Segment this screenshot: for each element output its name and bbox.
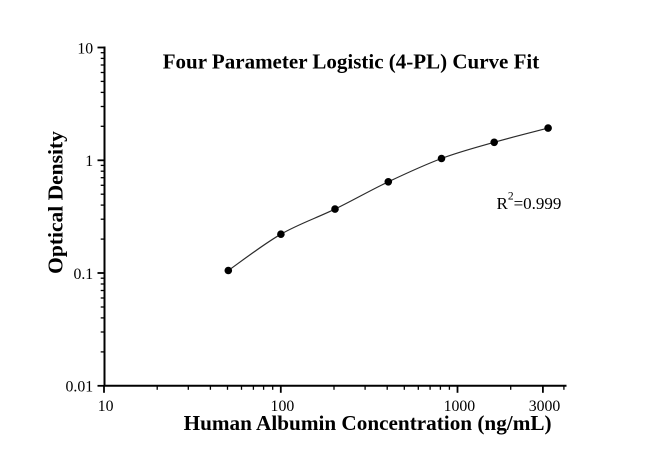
svg-text:1000: 1000 bbox=[444, 398, 476, 415]
svg-text:0.1: 0.1 bbox=[73, 266, 93, 283]
svg-text:10: 10 bbox=[98, 398, 114, 415]
svg-text:Optical Density: Optical Density bbox=[43, 131, 67, 274]
svg-text:R2=0.999: R2=0.999 bbox=[497, 191, 562, 214]
svg-text:Four Parameter Logistic (4-PL): Four Parameter Logistic (4-PL) Curve Fit bbox=[163, 50, 540, 74]
svg-text:100: 100 bbox=[271, 398, 295, 415]
svg-text:3000: 3000 bbox=[529, 398, 561, 415]
svg-text:10: 10 bbox=[77, 40, 93, 57]
svg-text:0.01: 0.01 bbox=[66, 379, 94, 396]
svg-text:1: 1 bbox=[85, 153, 93, 170]
svg-text:Human Albumin Concentration (n: Human Albumin Concentration (ng/mL) bbox=[184, 411, 552, 435]
